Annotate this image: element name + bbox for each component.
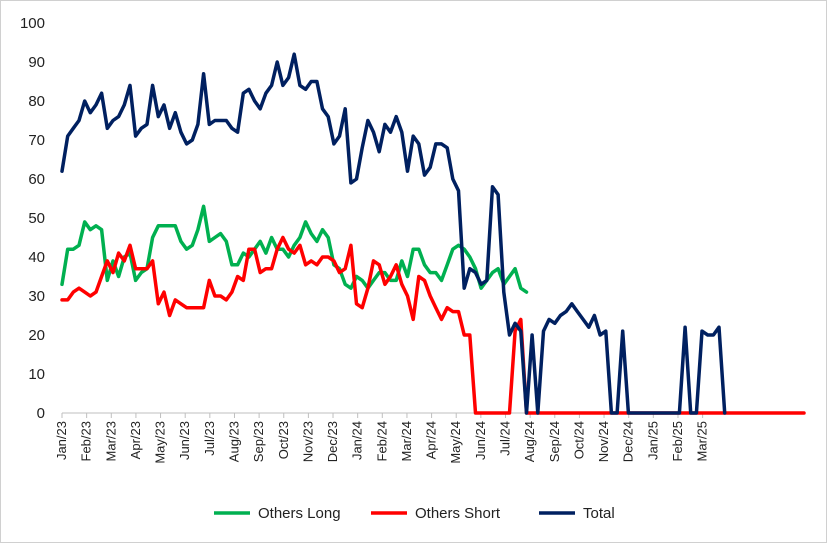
x-tick-label: Jan/23: [54, 421, 69, 460]
x-tick-label: Mar/24: [399, 421, 414, 461]
x-tick-label: Sep/24: [547, 421, 562, 462]
x-tick-label: Jun/23: [177, 421, 192, 460]
x-tick-label: Feb/23: [79, 421, 94, 461]
x-tick-label: May/23: [153, 421, 168, 464]
legend-label-others-long: Others Long: [258, 505, 341, 522]
x-tick-label: Aug/23: [226, 421, 241, 462]
y-tick-label: 40: [28, 249, 45, 266]
x-tick-label: Apr/24: [424, 421, 439, 459]
x-tick-label: May/24: [448, 421, 463, 464]
x-tick-label: Nov/23: [300, 421, 315, 462]
legend-label-others-short: Others Short: [415, 505, 501, 522]
x-tick-label: Apr/23: [128, 421, 143, 459]
x-tick-label: Mar/25: [695, 421, 710, 461]
y-tick-label: 100: [20, 15, 45, 32]
plot-area: [62, 23, 804, 413]
x-tick-label: Oct/24: [571, 421, 586, 459]
y-tick-label: 50: [28, 210, 45, 227]
y-tick-label: 60: [28, 171, 45, 188]
x-tick-label: Feb/25: [670, 421, 685, 461]
x-tick-label: Dec/24: [621, 421, 636, 462]
legend-label-total: Total: [583, 505, 615, 522]
series-line-total: [60, 52, 727, 415]
series-line-others-long: [60, 204, 529, 294]
x-tick-label: Sep/23: [251, 421, 266, 462]
y-tick-label: 80: [28, 93, 45, 110]
x-tick-label: Jul/24: [498, 421, 513, 456]
y-tick-label: 10: [28, 366, 45, 383]
x-tick-label: Mar/23: [103, 421, 118, 461]
x-tick-label: Dec/23: [325, 421, 340, 462]
y-tick-label: 30: [28, 288, 45, 305]
x-tick-label: Jun/24: [473, 421, 488, 460]
x-tick-label: Jul/23: [202, 421, 217, 456]
x-tick-label: Jan/25: [645, 421, 660, 460]
x-tick-label: Nov/24: [596, 421, 611, 462]
x-tick-label: Aug/24: [522, 421, 537, 462]
x-tick-label: Jan/24: [350, 421, 365, 460]
y-tick-label: 20: [28, 327, 45, 344]
y-tick-label: 70: [28, 132, 45, 149]
y-tick-label: 90: [28, 54, 45, 71]
y-tick-label: 0: [37, 405, 45, 422]
x-tick-label: Oct/23: [276, 421, 291, 459]
x-tick-label: Feb/24: [374, 421, 389, 461]
